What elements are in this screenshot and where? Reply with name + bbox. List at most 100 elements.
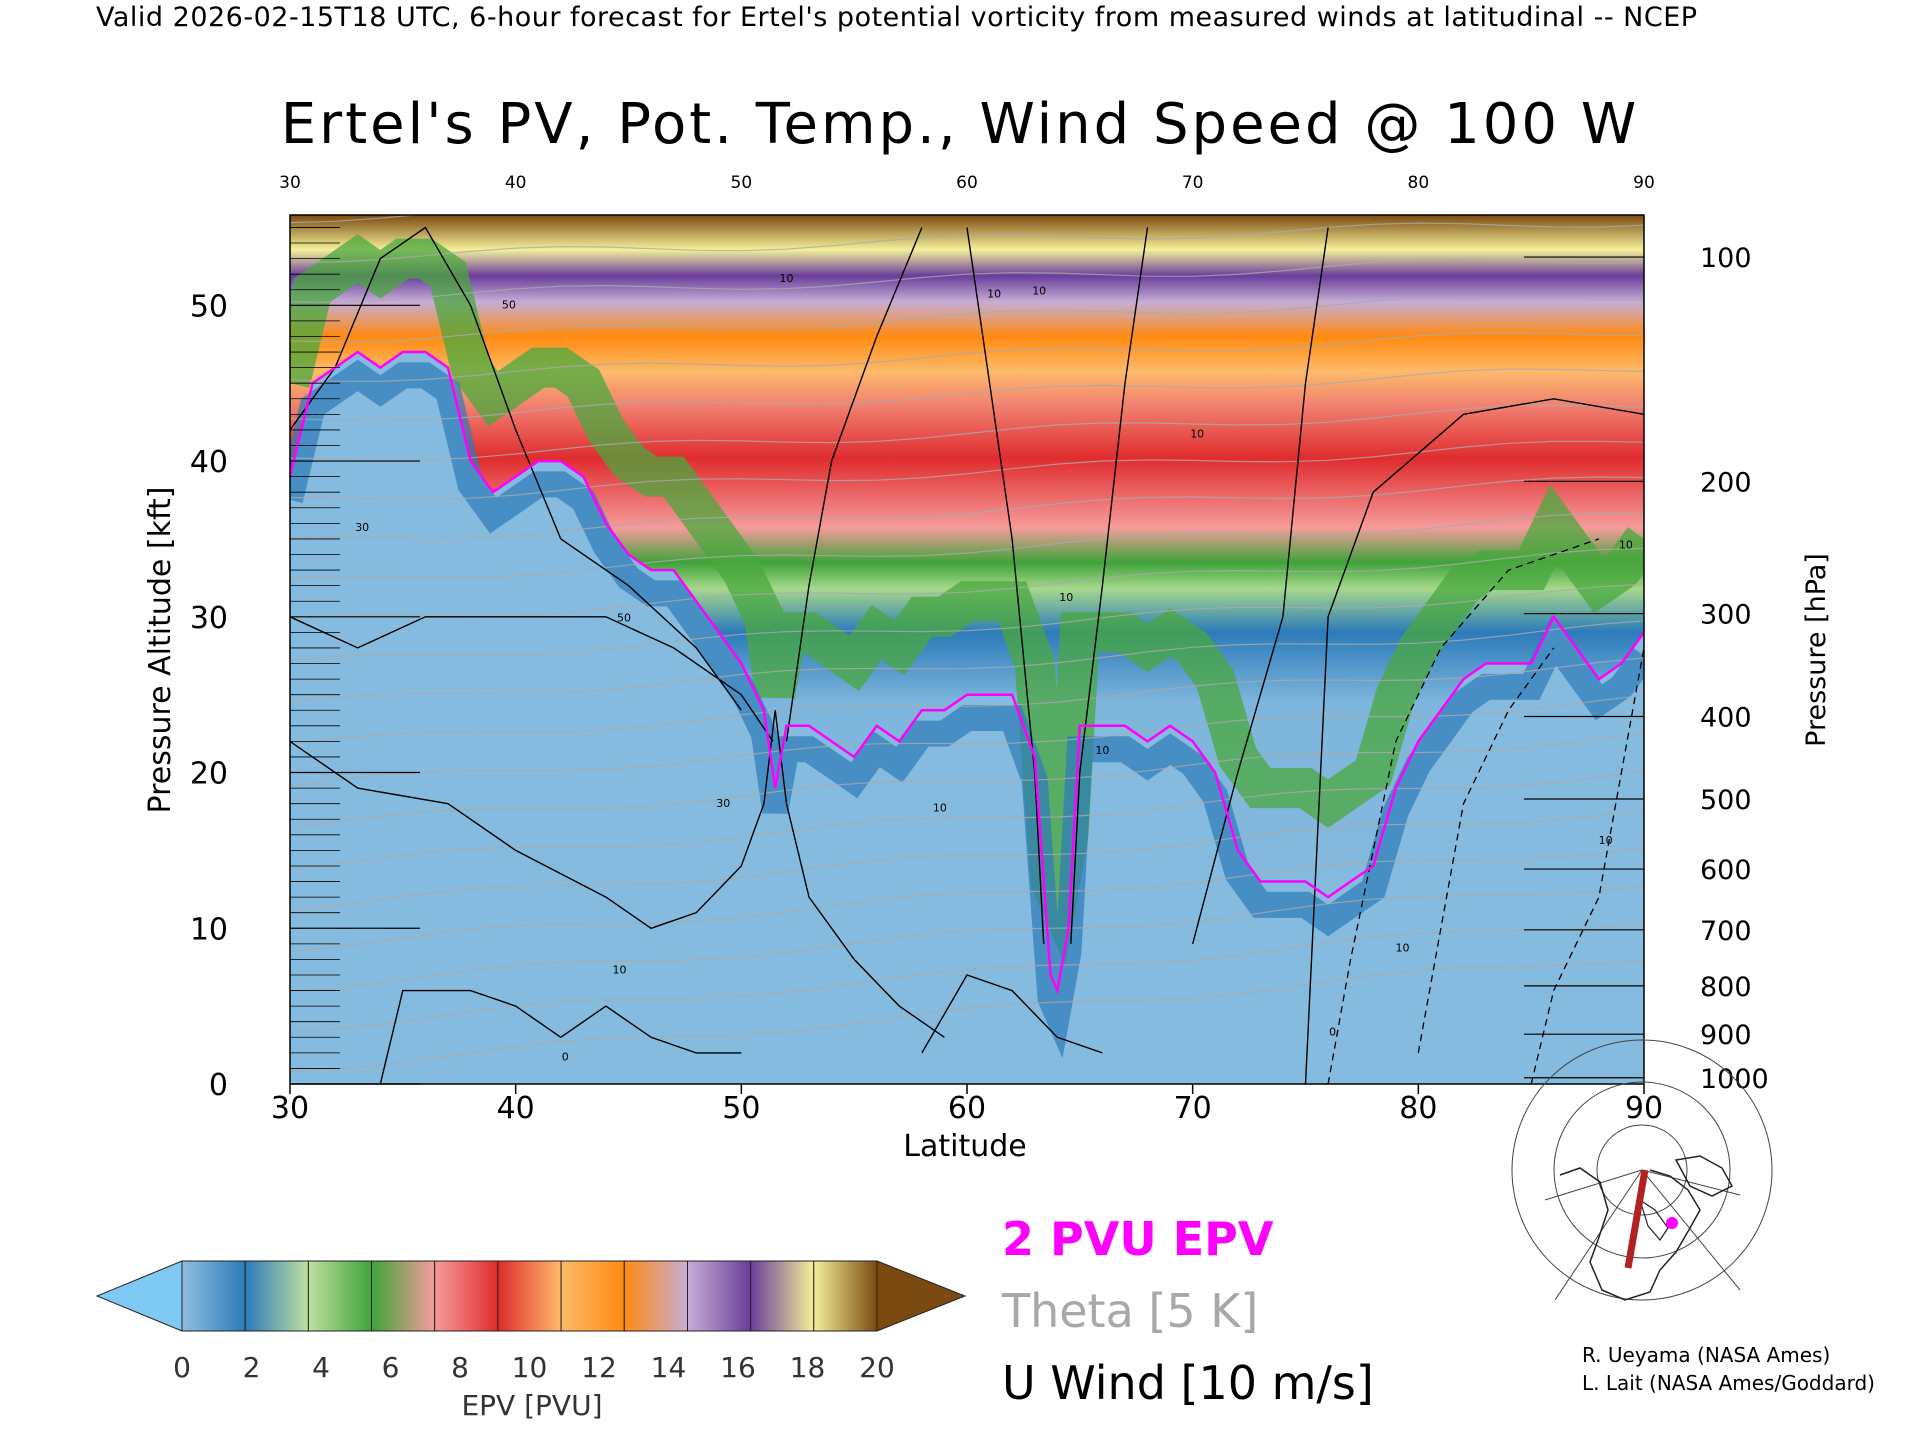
u-wind-contour <box>966 227 1045 944</box>
pressure-tick-label: 200 <box>1700 467 1752 498</box>
u-wind-contour-label: 30 <box>716 797 730 810</box>
x-tick-label: 50 <box>722 1091 760 1126</box>
u-wind-contour <box>290 226 742 711</box>
u-wind-contour <box>785 227 923 742</box>
y-tick-label: 10 <box>190 912 228 947</box>
legend-u-wind: U Wind [10 m/s] <box>1002 1356 1374 1410</box>
u-wind-contour-label: 10 <box>1599 834 1613 847</box>
top-x-tick-label: 70 <box>1182 173 1204 193</box>
u-wind-contour-label: 10 <box>1095 744 1109 757</box>
y-tick-label: 50 <box>190 289 228 324</box>
u-wind-contour-label: 0 <box>562 1051 569 1064</box>
colorbar-segment <box>497 1260 562 1332</box>
pressure-tick-label: 100 <box>1700 243 1752 274</box>
map-graticule-mid <box>1553 1081 1731 1259</box>
map-meridian <box>1641 1169 1741 1291</box>
theta-isentrope <box>290 960 1644 1072</box>
epv-band-green <box>290 234 1644 966</box>
epv-colorbar: 0 2 4 6 8 10 12 14 16 18 20 <box>95 1260 967 1384</box>
colorbar-segment <box>181 1260 246 1332</box>
colorbar-tick-label: 10 <box>512 1351 548 1384</box>
theta-isentrope <box>290 295 1644 343</box>
colorbar-segment <box>813 1260 878 1332</box>
u-wind-contour-label: 10 <box>613 963 627 976</box>
u-wind-contour-label: 10 <box>1396 942 1410 955</box>
colorbar-tick-label: 8 <box>451 1351 469 1384</box>
map-meridian <box>1554 1169 1643 1301</box>
location-marker <box>1666 1217 1678 1229</box>
theta-isentrope <box>290 694 1644 787</box>
pressure-tick-label: 1000 <box>1700 1064 1769 1095</box>
colorbar-tick-label: 12 <box>581 1351 617 1384</box>
u-wind-contour-label: 10 <box>1619 538 1633 551</box>
theta-isentrope <box>290 222 1644 263</box>
top-x-tick-label: 40 <box>505 173 527 193</box>
map-coastline-hudson-bay <box>1638 1198 1669 1241</box>
colorbar-segment <box>244 1260 309 1332</box>
theta-isentrope <box>290 885 1644 993</box>
u-wind-contour <box>1304 398 1644 1084</box>
u-wind-contour-label: 50 <box>617 612 631 625</box>
top-x-tick-label: 50 <box>731 173 753 193</box>
u-wind-contour-label: 50 <box>502 298 516 311</box>
colorbar-tick-label: 18 <box>790 1351 826 1384</box>
top-x-tick-label: 90 <box>1633 173 1655 193</box>
u-wind-contour-negative <box>1417 647 1555 1054</box>
theta-isentrope <box>290 512 1644 579</box>
pressure-tick-label: 600 <box>1700 855 1752 886</box>
colorbar-tick-label: 6 <box>382 1351 400 1384</box>
colorbar-segment <box>434 1260 499 1332</box>
pressure-axis-title: Pressure [hPa] <box>1801 553 1832 747</box>
u-wind-contour-label: 10 <box>780 272 794 285</box>
theta-isentrope <box>290 404 1644 461</box>
theta-isentrope <box>290 476 1644 540</box>
u-wind-contour-label: 10 <box>1059 591 1073 604</box>
colorbar-segment <box>371 1260 436 1332</box>
colorbar-over-arrow <box>876 1260 967 1332</box>
colorbar-tick-label: 20 <box>859 1351 895 1384</box>
pressure-tick-label: 500 <box>1700 785 1752 816</box>
u-wind-contour-label: 10 <box>987 288 1001 301</box>
colorbar-tick-label: 14 <box>651 1351 687 1384</box>
theta-isentrope <box>290 770 1644 871</box>
colorbar-tick-label: 2 <box>243 1351 261 1384</box>
y-tick-label: 0 <box>209 1068 228 1103</box>
pressure-tick-label: 300 <box>1700 600 1752 631</box>
y-tick-label: 20 <box>190 757 228 792</box>
u-wind-contour-negative <box>1530 647 1644 1084</box>
theta-isentrope <box>290 583 1644 661</box>
credit-line-2: L. Lait (NASA Ames/Goddard) <box>1582 1371 1875 1395</box>
colorbar-tick-label: 16 <box>720 1351 756 1384</box>
top-x-tick-label: 60 <box>956 173 978 193</box>
theta-isentrope <box>290 259 1644 303</box>
x-tick-label: 80 <box>1399 1091 1437 1126</box>
y-tick-label: 30 <box>190 601 228 636</box>
locator-map <box>1511 1039 1773 1305</box>
colorbar-tick-label: 4 <box>312 1351 330 1384</box>
u-wind-contour <box>290 710 945 1038</box>
y-tick-label: 40 <box>190 445 228 480</box>
map-coastline-north-america <box>1559 1167 1701 1301</box>
u-wind-contour-negative <box>1327 538 1600 1084</box>
pressure-tick-label: 400 <box>1700 702 1752 733</box>
u-wind-contour-label: 30 <box>355 521 369 534</box>
top-x-tick-label: 80 <box>1408 173 1430 193</box>
theta-isentrope <box>290 847 1644 953</box>
theta-isentrope <box>290 620 1644 703</box>
chart-title: Ertel's PV, Pot. Temp., Wind Speed @ 100… <box>280 92 1640 157</box>
theta-isentrope <box>290 657 1644 745</box>
colorbar-segment <box>623 1260 688 1332</box>
u-wind-contour-label: 10 <box>933 802 947 815</box>
legend-theta: Theta [5 K] <box>1002 1284 1259 1338</box>
legend-2pvu: 2 PVU EPV <box>1002 1212 1274 1266</box>
u-wind-contour <box>921 974 1103 1054</box>
x-tick-label: 30 <box>271 1091 309 1126</box>
map-coastline-greenland <box>1674 1155 1734 1197</box>
x-tick-label: 90 <box>1625 1091 1663 1126</box>
y-axis-title: Pressure Altitude [kft] <box>143 487 178 814</box>
colorbar-label: EPV [PVU] <box>461 1389 602 1422</box>
x-tick-label: 70 <box>1174 1091 1212 1126</box>
pressure-tick-label: 700 <box>1700 916 1752 947</box>
valid-time-caption: Valid 2026-02-15T18 UTC, 6-hour forecast… <box>96 2 1698 33</box>
